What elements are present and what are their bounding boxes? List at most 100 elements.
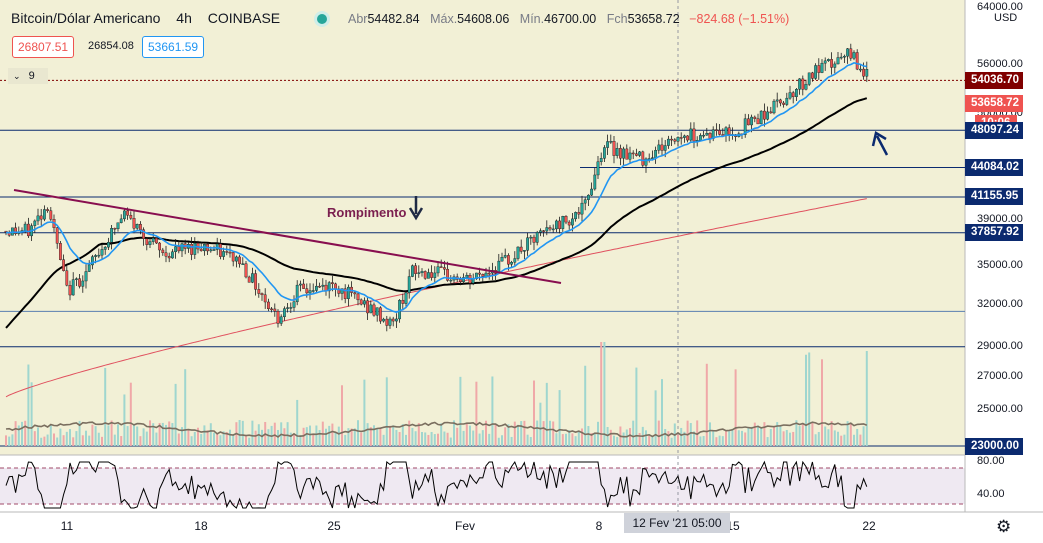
volume-bar <box>283 428 286 446</box>
candle-body <box>113 228 117 230</box>
candle-body <box>769 111 773 114</box>
candle-body <box>433 272 437 278</box>
candle-body <box>292 301 296 308</box>
candle-body <box>148 241 152 245</box>
candle-body <box>788 92 792 99</box>
candle-body <box>116 222 120 230</box>
volume-bar <box>43 436 46 446</box>
indicator-toggle[interactable]: ⌄ 9 <box>8 68 48 84</box>
volume-bar <box>686 420 689 446</box>
candle-body <box>500 257 504 262</box>
candle-body <box>372 304 376 316</box>
candle-body <box>807 72 811 85</box>
volume-bar <box>744 432 747 446</box>
candle-body <box>193 243 197 255</box>
candle-body <box>827 59 830 62</box>
candle-body <box>59 243 62 260</box>
volume-bar <box>97 432 100 446</box>
sell-price-box[interactable]: 26807.51 <box>12 36 75 58</box>
volume-bar <box>469 425 471 446</box>
volume-bar <box>603 342 606 446</box>
candle-body <box>145 238 149 245</box>
candle-body <box>747 118 750 126</box>
volume-bar <box>737 430 740 446</box>
volume-bar <box>65 431 68 446</box>
candle-body <box>94 255 98 257</box>
candle-body <box>759 110 763 125</box>
volume-bar <box>88 435 91 446</box>
candle-body <box>817 65 821 73</box>
volume-bar <box>645 430 647 446</box>
volume-bar <box>421 432 423 446</box>
volume-bar <box>59 428 62 446</box>
candle-body <box>657 144 661 151</box>
volume-bar <box>366 423 369 446</box>
volume-bar <box>638 432 641 446</box>
volume-bar <box>40 437 43 446</box>
settings-gear-icon[interactable]: ⚙ <box>996 517 1012 536</box>
volume-bar <box>312 433 315 446</box>
candle-body <box>785 97 789 105</box>
volume-bar <box>129 382 132 446</box>
candle-body <box>843 55 846 58</box>
candle-body <box>430 272 433 278</box>
volume-bar <box>53 433 55 446</box>
price-plate: 53658.72 <box>965 95 1023 112</box>
volume-bar <box>453 420 455 446</box>
symbol-title[interactable]: Bitcoin/Dólar Americano 4h COINBASE <box>11 10 280 26</box>
candle-body <box>161 249 165 254</box>
volume-bar <box>814 434 817 446</box>
candle-body <box>199 248 203 252</box>
volume-bar <box>142 428 145 446</box>
buy-price-box[interactable]: 53661.59 <box>142 36 205 58</box>
candle-body <box>299 283 302 286</box>
candle-body <box>449 279 453 282</box>
volume-bar <box>328 425 331 446</box>
volume-bar <box>168 421 171 446</box>
candle-body <box>132 218 136 229</box>
trendline <box>13 189 562 284</box>
candle-body <box>529 236 533 239</box>
volume-bar <box>360 432 363 446</box>
candle-body <box>395 318 398 322</box>
volume-bar <box>318 430 321 446</box>
volume-bar <box>209 423 212 446</box>
volume-bar <box>670 437 673 446</box>
ema-fast-line <box>5 62 867 314</box>
volume-bar <box>846 421 849 446</box>
candle-body <box>699 135 702 141</box>
candle-body <box>289 307 293 309</box>
volume-bar <box>827 429 830 446</box>
candle-body <box>606 141 610 148</box>
y-tick: 32000.00 <box>977 297 1023 310</box>
candle-body <box>679 137 683 139</box>
volume-bar <box>113 434 116 446</box>
volume-bar <box>465 423 468 446</box>
candle-body <box>273 308 277 312</box>
price-plate: 54036.70 <box>965 71 1023 89</box>
candle-body <box>686 135 690 141</box>
candle-body <box>110 228 114 243</box>
volume-ma-line <box>5 421 868 438</box>
volume-bar <box>427 434 430 446</box>
volume-bar <box>725 431 727 446</box>
volume-bar <box>165 424 167 446</box>
price-plate: 48097.24 <box>965 121 1023 139</box>
indicator-count: 9 <box>28 70 35 82</box>
candle-body <box>718 130 722 135</box>
volume-bar <box>251 420 254 446</box>
volume-bar <box>609 429 612 446</box>
candle-body <box>170 251 174 259</box>
candle-body <box>343 288 347 299</box>
volume-bar <box>517 424 519 446</box>
volume-bar <box>117 424 119 446</box>
volume-bar <box>865 351 868 446</box>
candle-body <box>548 227 552 230</box>
candle-body <box>836 57 840 65</box>
candle-body <box>436 266 440 274</box>
candle-body <box>670 138 674 141</box>
candle-body <box>363 300 366 305</box>
candle-body <box>651 157 654 159</box>
